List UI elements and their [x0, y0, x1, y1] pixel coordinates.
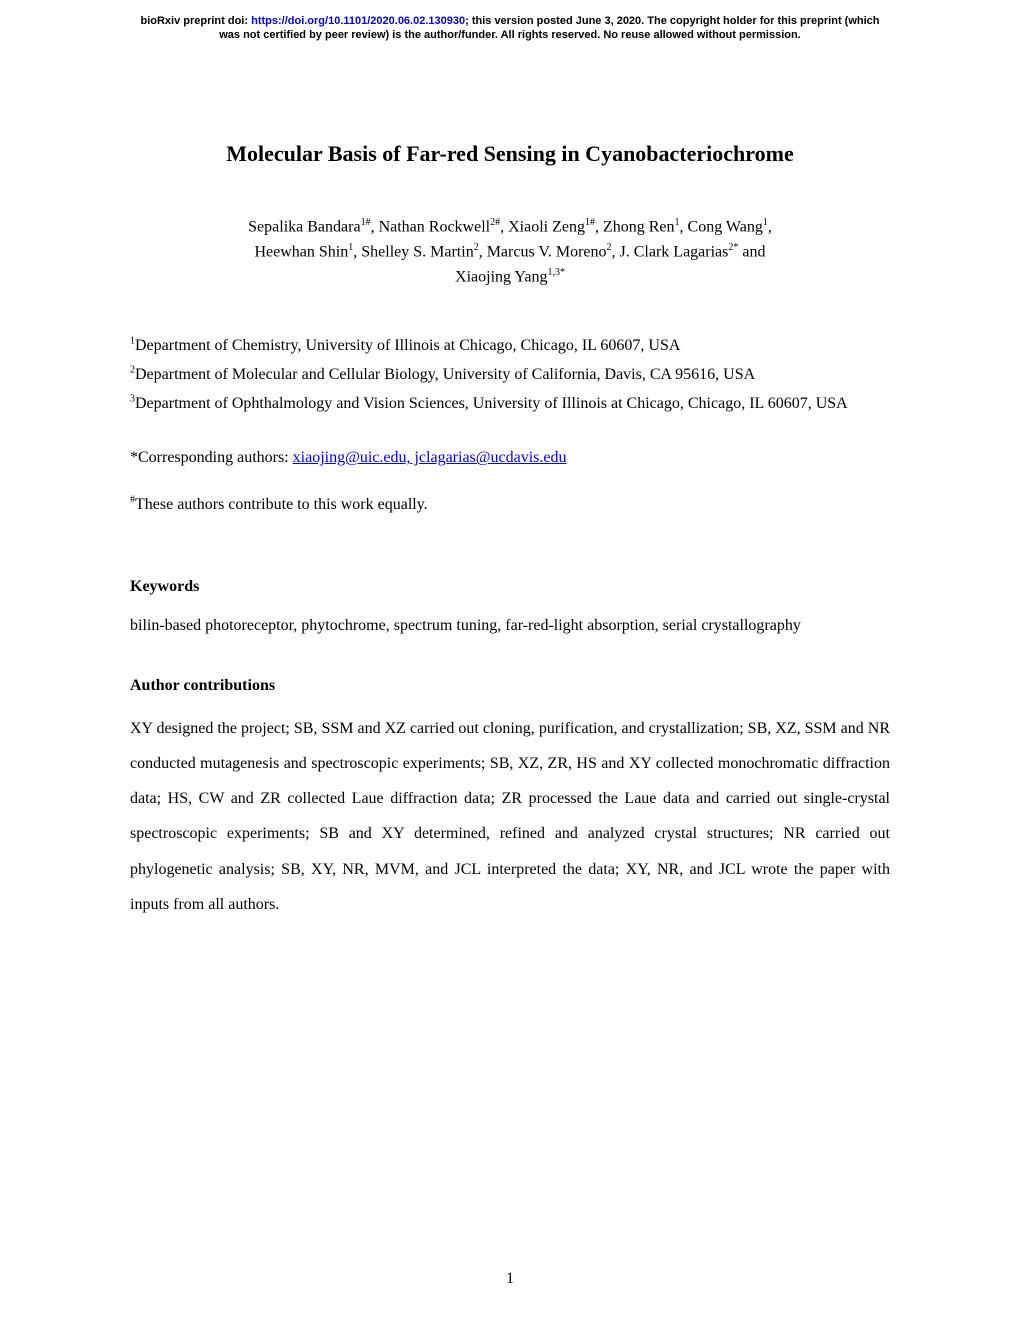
author-list: Sepalika Bandara1#, Nathan Rockwell2#, X… [130, 215, 890, 290]
author-name: , Xiaoli Zeng [500, 218, 585, 235]
doi-link[interactable]: https://doi.org/10.1101/2020.06.02.13093… [251, 15, 465, 27]
keywords-heading: Keywords [130, 578, 890, 596]
author-name: Sepalika Bandara [248, 218, 360, 235]
corresponding-label: *Corresponding authors: [130, 449, 293, 466]
banner-suffix1: ; this version posted June 3, 2020. The … [465, 15, 879, 27]
page-content: Molecular Basis of Far-red Sensing in Cy… [0, 51, 1020, 962]
email-link[interactable]: jclagarias@ucdavis.edu [410, 449, 566, 466]
author-sup: 1,3* [547, 267, 565, 278]
contributions-heading: Author contributions [130, 677, 890, 695]
affiliation-text: Department of Ophthalmology and Vision S… [135, 395, 848, 412]
keywords-text: bilin-based photoreceptor, phytochrome, … [130, 612, 890, 641]
email-link[interactable]: xiaojing@uic.edu, [293, 449, 411, 466]
author-name: , Cong Wang [680, 218, 763, 235]
banner-line2: was not certified by peer review) is the… [219, 29, 801, 41]
author-sep: and [738, 243, 765, 260]
affiliations: 1Department of Chemistry, University of … [130, 332, 890, 418]
author-sup: 1# [585, 217, 595, 228]
author-name: , Marcus V. Moreno [479, 243, 607, 260]
preprint-banner: bioRxiv preprint doi: https://doi.org/10… [0, 0, 1020, 51]
author-name: , J. Clark Lagarias [612, 243, 729, 260]
author-name: , Shelley S. Martin [353, 243, 473, 260]
equal-contribution-note: #These authors contribute to this work e… [130, 491, 890, 520]
author-sep: , [768, 218, 772, 235]
author-sup: 2# [490, 217, 500, 228]
contributions-text: XY designed the project; SB, SSM and XZ … [130, 711, 890, 922]
author-name: , Nathan Rockwell [371, 218, 491, 235]
banner-prefix: bioRxiv preprint doi: [140, 15, 251, 27]
page-number: 1 [0, 1270, 1020, 1288]
author-sup: 1# [361, 217, 371, 228]
author-sup: 2* [728, 242, 738, 253]
author-name: Xiaojing Yang [455, 268, 547, 285]
author-name: Heewhan Shin [254, 243, 348, 260]
affiliation-text: Department of Chemistry, University of I… [135, 337, 680, 354]
author-name: , Zhong Ren [595, 218, 675, 235]
paper-title: Molecular Basis of Far-red Sensing in Cy… [130, 141, 890, 167]
affiliation-text: Department of Molecular and Cellular Bio… [135, 366, 755, 383]
equal-contrib-text: These authors contribute to this work eq… [135, 496, 428, 513]
corresponding-authors: *Corresponding authors: xiaojing@uic.edu… [130, 444, 890, 473]
